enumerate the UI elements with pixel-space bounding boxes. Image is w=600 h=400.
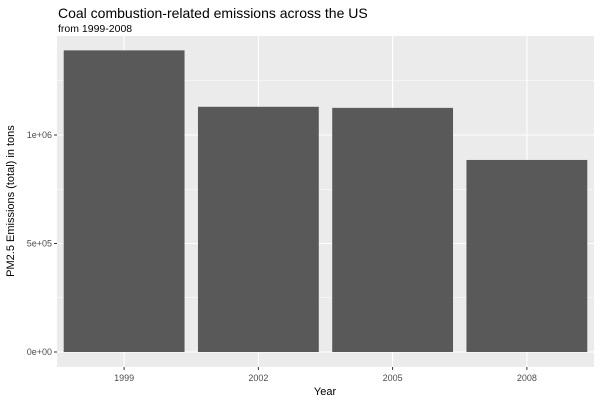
chart-subtitle: from 1999-2008: [58, 23, 132, 35]
bar-2005: [332, 107, 454, 352]
bar-1999: [63, 50, 185, 353]
chart-title: Coal combustion-related emissions across…: [58, 5, 368, 21]
bar-2002: [197, 106, 319, 352]
y-axis-title: PM2.5 Emissions (total) in tons: [5, 125, 17, 277]
x-tick-label: 2008: [517, 373, 537, 383]
x-tick-label: 2002: [248, 373, 268, 383]
y-axis-ticks: 0e+00 5e+05 1e+06: [27, 130, 57, 357]
bar-2008: [466, 159, 588, 352]
x-axis-title: Year: [314, 386, 337, 398]
y-tick-label: 1e+06: [27, 130, 52, 140]
y-tick-label: 5e+05: [27, 239, 52, 249]
y-tick-label: 0e+00: [27, 347, 52, 357]
x-tick-label: 2005: [383, 373, 403, 383]
bars: [63, 50, 588, 353]
x-axis-ticks: 1999 2002 2005 2008: [114, 367, 537, 383]
x-tick-label: 1999: [114, 373, 134, 383]
